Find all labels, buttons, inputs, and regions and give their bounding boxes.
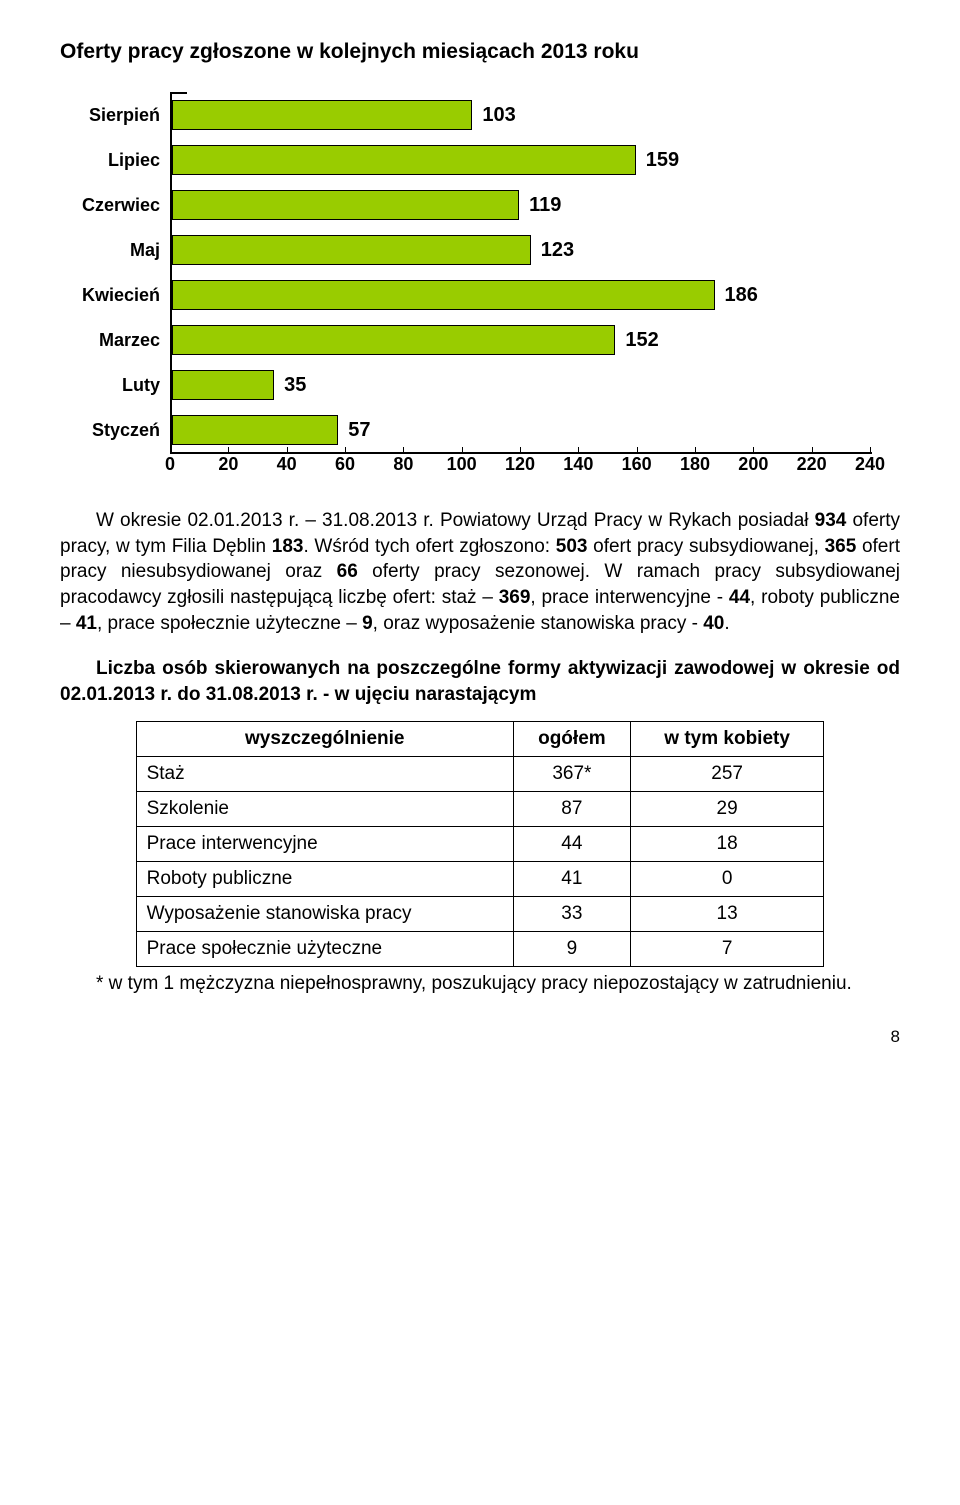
bar-row: Kwiecień186 <box>172 280 758 310</box>
bar <box>172 235 531 265</box>
x-tick-label: 160 <box>622 454 652 475</box>
x-tick-label: 80 <box>393 454 413 475</box>
bar-value-label: 103 <box>482 104 515 127</box>
paragraph-1: W okresie 02.01.2013 r. – 31.08.2013 r. … <box>60 508 900 636</box>
x-tick-label: 240 <box>855 454 885 475</box>
table-cell: 0 <box>630 862 824 897</box>
bar-row: Styczeń57 <box>172 415 371 445</box>
bar-value-label: 152 <box>625 329 658 352</box>
table-cell: Wyposażenie stanowiska pracy <box>136 897 513 932</box>
bar <box>172 280 715 310</box>
bar-category-label: Lipiec <box>108 150 172 171</box>
activation-table: wyszczególnienieogółemw tym kobiety Staż… <box>136 721 825 967</box>
bar-chart: Sierpień103Lipiec159Czerwiec119Maj123Kwi… <box>60 92 900 484</box>
bar <box>172 415 338 445</box>
x-tick-label: 40 <box>277 454 297 475</box>
table-heading: Liczba osób skierowanych na poszczególne… <box>60 656 900 707</box>
bar <box>172 370 274 400</box>
bar-category-label: Sierpień <box>89 105 172 126</box>
table-cell: Prace społecznie użyteczne <box>136 932 513 967</box>
page-number: 8 <box>60 1027 900 1047</box>
table-cell: 33 <box>513 897 630 932</box>
x-tick-label: 100 <box>447 454 477 475</box>
table-row: Prace interwencyjne4418 <box>136 827 824 862</box>
table-cell: Staż <box>136 757 513 792</box>
bar <box>172 100 472 130</box>
x-tick-label: 20 <box>218 454 238 475</box>
table-header-cell: wyszczególnienie <box>136 722 513 757</box>
bar-category-label: Styczeń <box>92 420 172 441</box>
bar-category-label: Marzec <box>99 330 172 351</box>
table-cell: Prace interwencyjne <box>136 827 513 862</box>
table-cell: 41 <box>513 862 630 897</box>
bar-row: Maj123 <box>172 235 574 265</box>
bar <box>172 190 519 220</box>
bar-category-label: Luty <box>122 375 172 396</box>
x-tick-label: 60 <box>335 454 355 475</box>
table-cell: Roboty publiczne <box>136 862 513 897</box>
bar-value-label: 123 <box>541 239 574 262</box>
bar-value-label: 119 <box>529 194 561 217</box>
table-row: Staż367*257 <box>136 757 824 792</box>
table-row: Wyposażenie stanowiska pracy3313 <box>136 897 824 932</box>
table-cell: 367* <box>513 757 630 792</box>
table-header-cell: ogółem <box>513 722 630 757</box>
bar <box>172 145 636 175</box>
table-cell: 13 <box>630 897 824 932</box>
table-row: Szkolenie8729 <box>136 792 824 827</box>
bar-category-label: Kwiecień <box>82 285 172 306</box>
bar-category-label: Czerwiec <box>82 195 172 216</box>
bar-value-label: 159 <box>646 149 679 172</box>
bar-value-label: 57 <box>348 419 370 442</box>
page-title: Oferty pracy zgłoszone w kolejnych miesi… <box>60 40 900 64</box>
bar-row: Luty35 <box>172 370 306 400</box>
x-tick-label: 140 <box>563 454 593 475</box>
bar-row: Czerwiec119 <box>172 190 561 220</box>
bar-value-label: 186 <box>725 284 758 307</box>
table-cell: 44 <box>513 827 630 862</box>
table-cell: 257 <box>630 757 824 792</box>
table-footnote: * w tym 1 mężczyzna niepełnosprawny, pos… <box>60 971 900 997</box>
bar-row: Marzec152 <box>172 325 659 355</box>
table-cell: 29 <box>630 792 824 827</box>
table-cell: 87 <box>513 792 630 827</box>
x-tick-label: 200 <box>738 454 768 475</box>
table-cell: 18 <box>630 827 824 862</box>
bar <box>172 325 615 355</box>
table-cell: 7 <box>630 932 824 967</box>
table-row: Prace społecznie użyteczne97 <box>136 932 824 967</box>
x-tick-label: 0 <box>165 454 175 475</box>
x-tick-label: 180 <box>680 454 710 475</box>
bar-category-label: Maj <box>130 240 172 261</box>
table-cell: 9 <box>513 932 630 967</box>
x-tick-label: 120 <box>505 454 535 475</box>
bar-row: Lipiec159 <box>172 145 679 175</box>
bar-value-label: 35 <box>284 374 306 397</box>
table-row: Roboty publiczne410 <box>136 862 824 897</box>
table-header-cell: w tym kobiety <box>630 722 824 757</box>
x-tick-label: 220 <box>797 454 827 475</box>
bar-row: Sierpień103 <box>172 100 516 130</box>
table-cell: Szkolenie <box>136 792 513 827</box>
